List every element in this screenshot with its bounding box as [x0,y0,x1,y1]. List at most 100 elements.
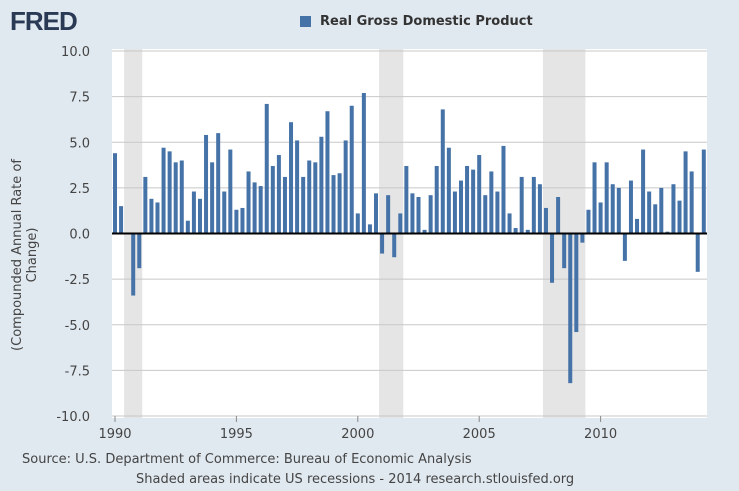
bar [647,191,652,234]
bar [562,233,567,269]
bar [143,176,148,234]
bar [519,176,524,234]
bar [149,198,154,234]
bar [525,229,530,234]
bar [398,213,403,234]
bar [264,103,269,234]
bar [131,233,136,296]
bar [543,207,548,234]
x-tick-label: 2010 [584,427,617,442]
bar [592,162,597,234]
y-tick-label: 10.0 [61,45,90,60]
bar [167,151,172,234]
bar [556,197,561,234]
bar [586,209,591,234]
bar [671,184,676,234]
bar [185,220,190,234]
bar [179,160,184,234]
bar [343,140,348,234]
bar [325,111,330,234]
bar [489,171,494,234]
bar [337,173,342,234]
bar [653,204,658,234]
bar [452,191,457,234]
bar [355,213,360,234]
y-tick-label: -5.0 [65,319,90,334]
bar [683,151,688,234]
bar [568,233,573,384]
bar [598,202,603,234]
bar [319,136,324,234]
bar [477,155,482,234]
bar [392,233,397,258]
bar [173,162,178,234]
bar [501,145,506,234]
y-tick-label: 0.0 [69,228,90,243]
bar [276,155,281,234]
bar [307,160,312,234]
bar [465,165,470,234]
bar [155,202,160,234]
bar [422,229,427,234]
y-tick-label: -2.5 [65,273,90,288]
x-tick-label: 2000 [341,427,374,442]
bar [622,233,627,261]
bar [574,233,579,333]
bar [246,171,251,234]
y-tick-label: 2.5 [69,182,90,197]
bar [580,233,585,243]
bar [191,191,196,234]
bar [507,213,512,234]
bar [628,180,633,234]
bar [610,184,615,234]
bar [301,176,306,234]
bar [483,195,488,234]
legend-swatch [300,16,311,27]
bar [361,92,366,234]
bar [386,195,391,234]
bar [641,149,646,234]
bar [616,187,621,234]
bar [471,169,476,234]
bar [701,149,706,234]
bar [635,218,640,234]
bar [270,165,275,234]
y-tick-label: 7.5 [69,91,90,106]
source-text: Source: U.S. Department of Commerce: Bur… [22,452,472,467]
bar [689,171,694,234]
bar [410,193,415,234]
bar [197,198,202,234]
bar [252,182,257,234]
bar [404,165,409,234]
bar [380,233,385,254]
bar [258,186,263,234]
bar [210,162,215,234]
bar [550,233,555,283]
legend-label: Real Gross Domestic Product [320,14,533,29]
bar [531,176,536,234]
x-tick-label: 2005 [463,427,496,442]
x-tick-label: 1990 [98,427,131,442]
bar [119,206,124,234]
bar [204,134,209,234]
bar [374,193,379,234]
bar [416,197,421,234]
bar [282,176,287,234]
bar [604,162,609,234]
recession-note: Shaded areas indicate US recessions - 20… [136,472,575,487]
bar [222,191,227,234]
bar [113,153,117,234]
legend: Real Gross Domestic Product [300,14,533,29]
bar [458,180,463,234]
bar [234,209,239,234]
bar [240,207,245,234]
bar [495,191,500,234]
x-tick-label: 1995 [220,427,253,442]
bar [659,187,664,234]
y-tick-label: 5.0 [69,136,90,151]
bar [428,195,433,234]
bar [677,200,682,234]
bar [331,175,336,234]
bar [537,184,542,234]
